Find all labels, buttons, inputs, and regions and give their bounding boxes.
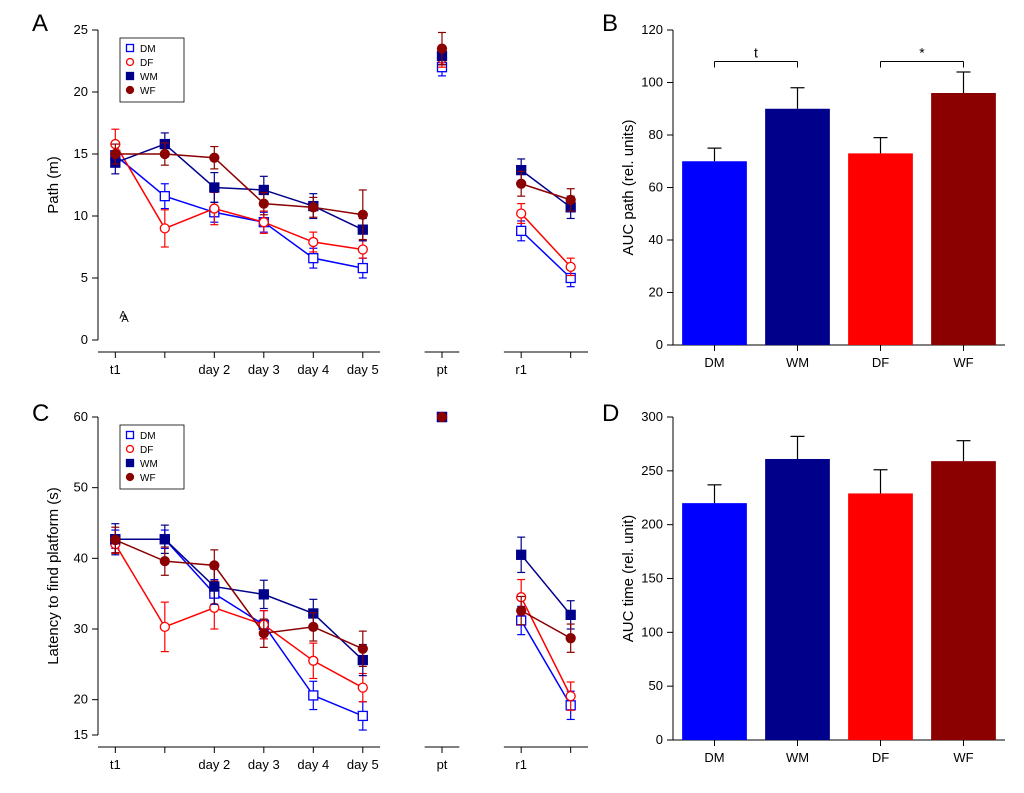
svg-text:DM: DM [704, 750, 724, 765]
svg-text:Path (m): Path (m) [45, 156, 62, 214]
svg-text:day 4: day 4 [297, 757, 329, 772]
svg-text:DF: DF [140, 445, 153, 456]
panel-a-chart: 0 5 10 15 20 25 Path (m) t1 day 2 day 3 day 4 day 5… [40, 18, 600, 388]
svg-text:t1: t1 [110, 362, 121, 377]
svg-text:20: 20 [649, 285, 663, 300]
svg-text:WF: WF [140, 86, 156, 97]
svg-text:pt: pt [437, 757, 448, 772]
svg-text:AUC time (rel. unit): AUC time (rel. unit) [620, 515, 637, 643]
svg-text:300: 300 [641, 409, 663, 424]
svg-text:WF: WF [953, 750, 973, 765]
svg-text:200: 200 [641, 517, 663, 532]
svg-text:DM: DM [704, 355, 724, 370]
svg-text:15: 15 [74, 146, 88, 161]
svg-text:20: 20 [74, 692, 88, 707]
svg-text:40: 40 [649, 232, 663, 247]
svg-text:Latency to find platform (s): Latency to find platform (s) [45, 487, 62, 665]
svg-text:DF: DF [872, 750, 889, 765]
svg-text:WM: WM [140, 72, 158, 83]
svg-text:day 2: day 2 [198, 362, 230, 377]
svg-text:r1: r1 [515, 362, 527, 377]
svg-text:0: 0 [656, 732, 663, 747]
svg-text:120: 120 [641, 22, 663, 37]
svg-text:WM: WM [786, 355, 809, 370]
figure-root: A B C D 0510152025Path (m)t1day 2day 3da… [0, 0, 1024, 793]
svg-text:WM: WM [140, 459, 158, 470]
svg-text:AUC path (rel. units): AUC path (rel. units) [620, 120, 637, 256]
svg-text:60: 60 [649, 180, 663, 195]
svg-text:DM: DM [140, 431, 156, 442]
svg-text:*: * [919, 45, 925, 61]
svg-text:t: t [754, 45, 758, 61]
svg-text:WF: WF [140, 473, 156, 484]
svg-text:day 4: day 4 [297, 362, 329, 377]
svg-text:10: 10 [74, 208, 88, 223]
panel-d-chart: 0 50 100 150 200 250 300 AUC time (rel. unit) DM… [615, 405, 1015, 783]
svg-text:50: 50 [649, 678, 663, 693]
panel-c-chart: 15 20 30 40 50 60 Latency to find platform (s)… [40, 405, 600, 783]
svg-text:0: 0 [656, 337, 663, 352]
svg-text:A: A [119, 309, 127, 321]
svg-text:day 2: day 2 [198, 757, 230, 772]
svg-text:0: 0 [81, 332, 88, 347]
svg-text:150: 150 [641, 571, 663, 586]
svg-text:30: 30 [74, 621, 88, 636]
svg-text:DM: DM [140, 44, 156, 55]
svg-text:250: 250 [641, 463, 663, 478]
svg-text:60: 60 [74, 409, 88, 424]
svg-text:15: 15 [74, 727, 88, 742]
svg-text:40: 40 [74, 550, 88, 565]
svg-text:pt: pt [437, 362, 448, 377]
svg-text:25: 25 [74, 22, 88, 37]
svg-text:day 5: day 5 [347, 362, 379, 377]
svg-text:r1: r1 [515, 757, 527, 772]
svg-text:WM: WM [786, 750, 809, 765]
svg-text:80: 80 [649, 127, 663, 142]
svg-text:DF: DF [872, 355, 889, 370]
svg-text:t1: t1 [110, 757, 121, 772]
svg-text:WF: WF [953, 355, 973, 370]
svg-text:day 5: day 5 [347, 757, 379, 772]
panel-b-chart: 0 20 40 60 80 100 120 AUC path (rel. units) DM WM… [615, 18, 1015, 388]
svg-text:100: 100 [641, 75, 663, 90]
svg-text:100: 100 [641, 624, 663, 639]
svg-text:20: 20 [74, 84, 88, 99]
svg-text:day 3: day 3 [248, 757, 280, 772]
svg-text:DF: DF [140, 58, 153, 69]
svg-text:day 3: day 3 [248, 362, 280, 377]
svg-text:50: 50 [74, 480, 88, 495]
svg-text:5: 5 [81, 270, 88, 285]
